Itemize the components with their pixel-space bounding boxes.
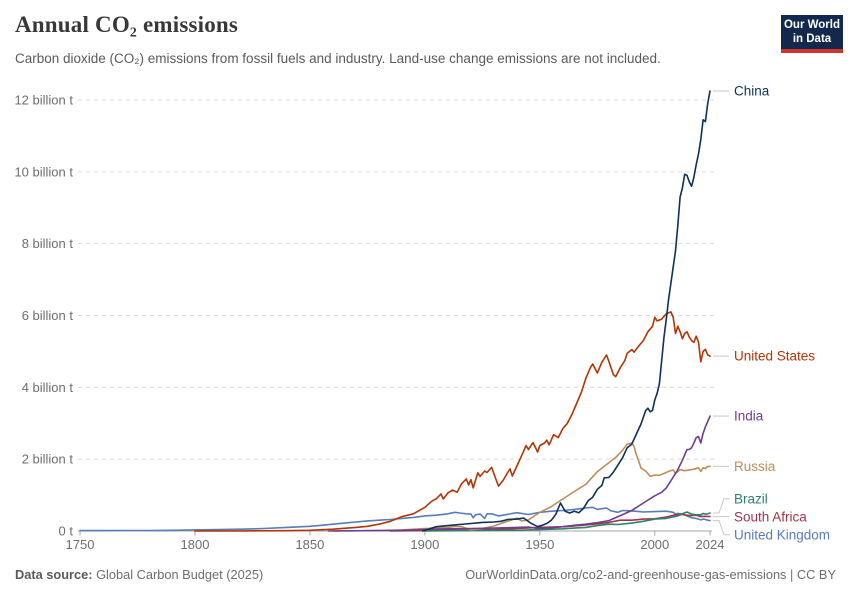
y-tick-label: 8 billion t <box>22 236 74 251</box>
chart-subtitle: Carbon dioxide (CO₂) emissions from foss… <box>15 51 661 66</box>
credit-link[interactable]: OurWorldinData.org/co2-and-greenhouse-ga… <box>465 567 836 582</box>
series-line-russia[interactable] <box>332 442 711 532</box>
entity-label-united-states[interactable]: United States <box>734 349 815 364</box>
x-tick-label: 1900 <box>410 537 439 552</box>
series-line-india[interactable] <box>327 415 711 532</box>
series-line-brazil[interactable] <box>424 511 711 532</box>
entity-label-brazil[interactable]: Brazil <box>734 491 768 506</box>
x-tick-label: 2000 <box>640 537 669 552</box>
entity-label-india[interactable]: India <box>734 409 764 424</box>
owid-logo-accent-bar <box>781 49 843 53</box>
series-line-south-africa[interactable] <box>389 513 711 532</box>
owid-logo-line1: Our World <box>783 19 840 31</box>
label-connector-brazil <box>713 498 730 514</box>
x-tick-label: 2024 <box>696 537 725 552</box>
y-tick-label: 4 billion t <box>22 380 74 395</box>
series-line-united-kingdom[interactable] <box>79 506 711 532</box>
x-tick-label: 1850 <box>295 537 324 552</box>
series-line-united-states[interactable] <box>194 311 711 532</box>
chart-footer: Data source: Global Carbon Budget (2025)… <box>15 567 836 582</box>
y-tick-label: 12 billion t <box>14 93 73 108</box>
x-tick-label: 1750 <box>66 537 95 552</box>
data-source: Data source: Global Carbon Budget (2025) <box>15 567 263 582</box>
entity-label-russia[interactable]: Russia <box>734 459 776 474</box>
y-tick-label: 0 t <box>59 524 74 539</box>
y-tick-label: 2 billion t <box>22 452 74 467</box>
entity-label-south-africa[interactable]: South Africa <box>734 509 807 524</box>
y-tick-label: 10 billion t <box>14 164 73 179</box>
x-tick-label: 1950 <box>525 537 554 552</box>
owid-logo-line2: in Data <box>792 32 832 45</box>
y-tick-label: 6 billion t <box>22 308 74 323</box>
series-line-china[interactable] <box>421 90 711 532</box>
owid-logo[interactable]: Our World in Data <box>781 15 843 53</box>
entity-label-china[interactable]: China <box>734 84 770 99</box>
data-source-label: Data source: <box>15 567 93 582</box>
x-tick-label: 1800 <box>181 537 210 552</box>
label-connector-united-kingdom <box>713 520 730 536</box>
data-source-value: Global Carbon Budget (2025) <box>92 567 264 582</box>
entity-label-united-kingdom[interactable]: United Kingdom <box>734 527 830 542</box>
page-title: Annual CO₂ emissions <box>15 12 239 37</box>
